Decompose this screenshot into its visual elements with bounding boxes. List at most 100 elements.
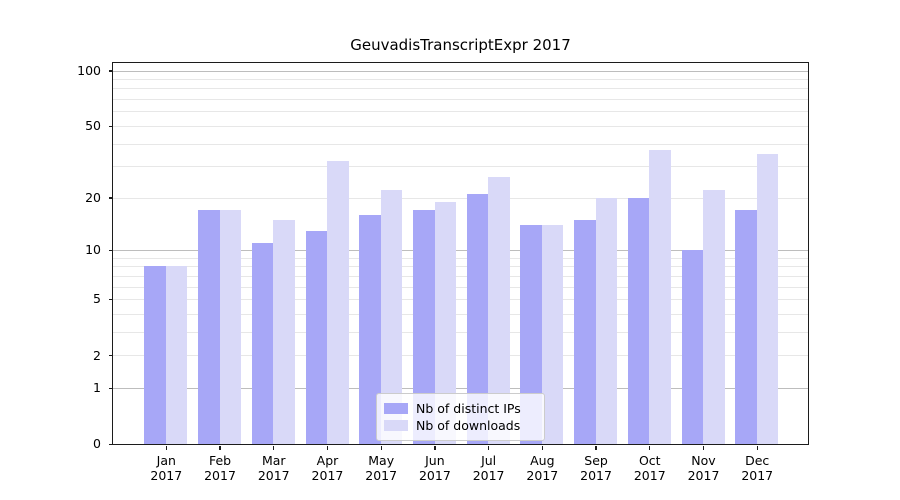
x-tick-month: Mar bbox=[261, 453, 286, 469]
x-tick-mark bbox=[219, 445, 221, 450]
bar-distinct-ips bbox=[144, 266, 166, 444]
month-group bbox=[520, 224, 564, 444]
month-group bbox=[735, 154, 779, 444]
gridline-minor bbox=[113, 299, 808, 301]
x-tick-month: Jul bbox=[481, 453, 497, 469]
gridline-minor bbox=[113, 197, 808, 199]
x-tick-year: 2017 bbox=[580, 468, 612, 484]
y-tick-label: 0 bbox=[93, 436, 101, 452]
bar-downloads bbox=[380, 190, 403, 444]
bar-distinct-ips bbox=[305, 230, 328, 444]
x-tick-year: 2017 bbox=[418, 468, 451, 484]
x-tick-label: Dec 2017 bbox=[729, 453, 785, 483]
gridline-minor bbox=[113, 257, 808, 259]
x-tick-year: 2017 bbox=[365, 468, 398, 484]
y-tick-label: 5 bbox=[93, 291, 101, 307]
x-tick-month: Apr bbox=[316, 453, 339, 469]
x-tick-mark bbox=[273, 445, 275, 450]
x-tick-mark bbox=[434, 445, 436, 450]
bar-distinct-ips bbox=[198, 210, 220, 444]
x-tick-label: Feb 2017 bbox=[192, 453, 248, 483]
x-tick-year: 2017 bbox=[204, 468, 236, 484]
y-tick-mark bbox=[109, 387, 113, 390]
bar-distinct-ips bbox=[413, 210, 435, 444]
legend-entry-distinct-ips: Nb of distinct IPs bbox=[384, 400, 536, 417]
bar-distinct-ips bbox=[627, 197, 650, 444]
x-tick-month: Sep bbox=[584, 453, 608, 469]
y-tick-mark bbox=[109, 197, 113, 199]
legend-swatch-downloads bbox=[384, 420, 408, 431]
x-tick-year: 2017 bbox=[687, 468, 720, 484]
month-group bbox=[627, 149, 671, 444]
gridline-major bbox=[113, 250, 808, 251]
x-tick-month: Jun bbox=[425, 453, 445, 469]
bar-distinct-ips bbox=[466, 193, 489, 444]
x-tick-label: Mar 2017 bbox=[246, 453, 302, 483]
bar-downloads bbox=[595, 197, 618, 444]
legend-swatch-distinct-ips bbox=[384, 403, 408, 414]
y-tick-mark bbox=[109, 70, 113, 72]
x-tick-mark bbox=[702, 445, 705, 450]
month-group bbox=[466, 177, 510, 444]
bar-downloads bbox=[273, 219, 295, 444]
y-tick-mark bbox=[109, 354, 113, 357]
bar-distinct-ips bbox=[520, 224, 542, 444]
x-tick-month: Nov bbox=[691, 453, 716, 469]
x-tick-mark bbox=[541, 445, 544, 450]
gridline-minor bbox=[113, 275, 808, 277]
x-tick-label: Oct 2017 bbox=[622, 453, 678, 483]
x-tick-year: 2017 bbox=[633, 468, 666, 484]
x-tick-month: Aug bbox=[530, 453, 555, 469]
gridline-minor bbox=[113, 111, 808, 113]
x-tick-mark bbox=[649, 445, 651, 450]
y-tick-label: 1 bbox=[93, 380, 101, 396]
y-tick-label: 50 bbox=[85, 118, 101, 134]
gridline-minor bbox=[113, 79, 808, 81]
bar-downloads bbox=[649, 149, 671, 444]
x-tick-label: Aug 2017 bbox=[514, 453, 570, 483]
x-tick-month: Dec bbox=[745, 453, 770, 469]
legend: Nb of distinct IPs Nb of downloads bbox=[376, 393, 545, 441]
x-tick-mark bbox=[756, 445, 758, 450]
x-tick-year: 2017 bbox=[472, 468, 505, 484]
chart-title: GeuvadisTranscriptExpr 2017 bbox=[350, 36, 571, 54]
y-tick-label: 2 bbox=[93, 347, 101, 363]
x-tick-mark bbox=[380, 445, 382, 450]
x-tick-year: 2017 bbox=[526, 468, 559, 484]
gridline-minor bbox=[113, 331, 808, 333]
month-group bbox=[413, 201, 456, 444]
gridline-major bbox=[113, 387, 808, 389]
y-tick-mark bbox=[109, 125, 113, 127]
y-tick-label: 100 bbox=[77, 63, 101, 79]
x-tick-label: May 2017 bbox=[353, 453, 409, 483]
bar-downloads bbox=[756, 154, 779, 444]
legend-entry-downloads: Nb of downloads bbox=[384, 417, 536, 434]
month-group bbox=[305, 161, 349, 444]
x-tick-mark bbox=[488, 445, 490, 450]
month-group bbox=[198, 210, 242, 444]
x-tick-label: Jun 2017 bbox=[407, 453, 463, 483]
bar-downloads bbox=[488, 177, 510, 444]
x-tick-year: 2017 bbox=[257, 468, 290, 484]
x-tick-month: Oct bbox=[638, 453, 661, 469]
y-tick-mark bbox=[109, 443, 113, 446]
x-tick-label: Sep 2017 bbox=[568, 453, 624, 483]
gridline-minor bbox=[113, 355, 808, 357]
bar-downloads bbox=[219, 210, 242, 444]
x-tick-month: May bbox=[368, 453, 395, 469]
gridline-minor bbox=[113, 166, 808, 168]
gridline-minor bbox=[113, 313, 808, 315]
plot-area: Nb of distinct IPs Nb of downloads bbox=[112, 62, 809, 445]
bar-downloads bbox=[703, 190, 725, 444]
bar-distinct-ips bbox=[735, 210, 757, 444]
x-tick-year: 2017 bbox=[311, 468, 344, 484]
month-group bbox=[359, 190, 403, 444]
bar-distinct-ips bbox=[681, 250, 704, 444]
legend-label-distinct-ips: Nb of distinct IPs bbox=[416, 401, 521, 416]
x-tick-mark bbox=[595, 445, 597, 450]
x-tick-mark bbox=[165, 445, 167, 450]
bar-downloads bbox=[165, 266, 188, 444]
gridline-major bbox=[113, 70, 808, 72]
month-group bbox=[144, 266, 188, 444]
